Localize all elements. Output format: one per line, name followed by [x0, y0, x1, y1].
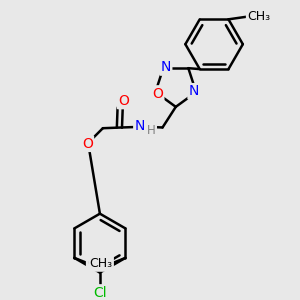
Text: N: N: [189, 84, 199, 98]
Text: N: N: [161, 60, 171, 74]
Text: O: O: [82, 137, 93, 151]
Text: Cl: Cl: [93, 286, 107, 299]
Text: O: O: [118, 94, 129, 108]
Text: CH₃: CH₃: [87, 257, 110, 270]
Text: CH₃: CH₃: [247, 10, 270, 23]
Text: H: H: [147, 124, 156, 137]
Text: CH₃: CH₃: [89, 257, 113, 270]
Text: O: O: [152, 86, 163, 100]
Text: N: N: [134, 119, 145, 133]
